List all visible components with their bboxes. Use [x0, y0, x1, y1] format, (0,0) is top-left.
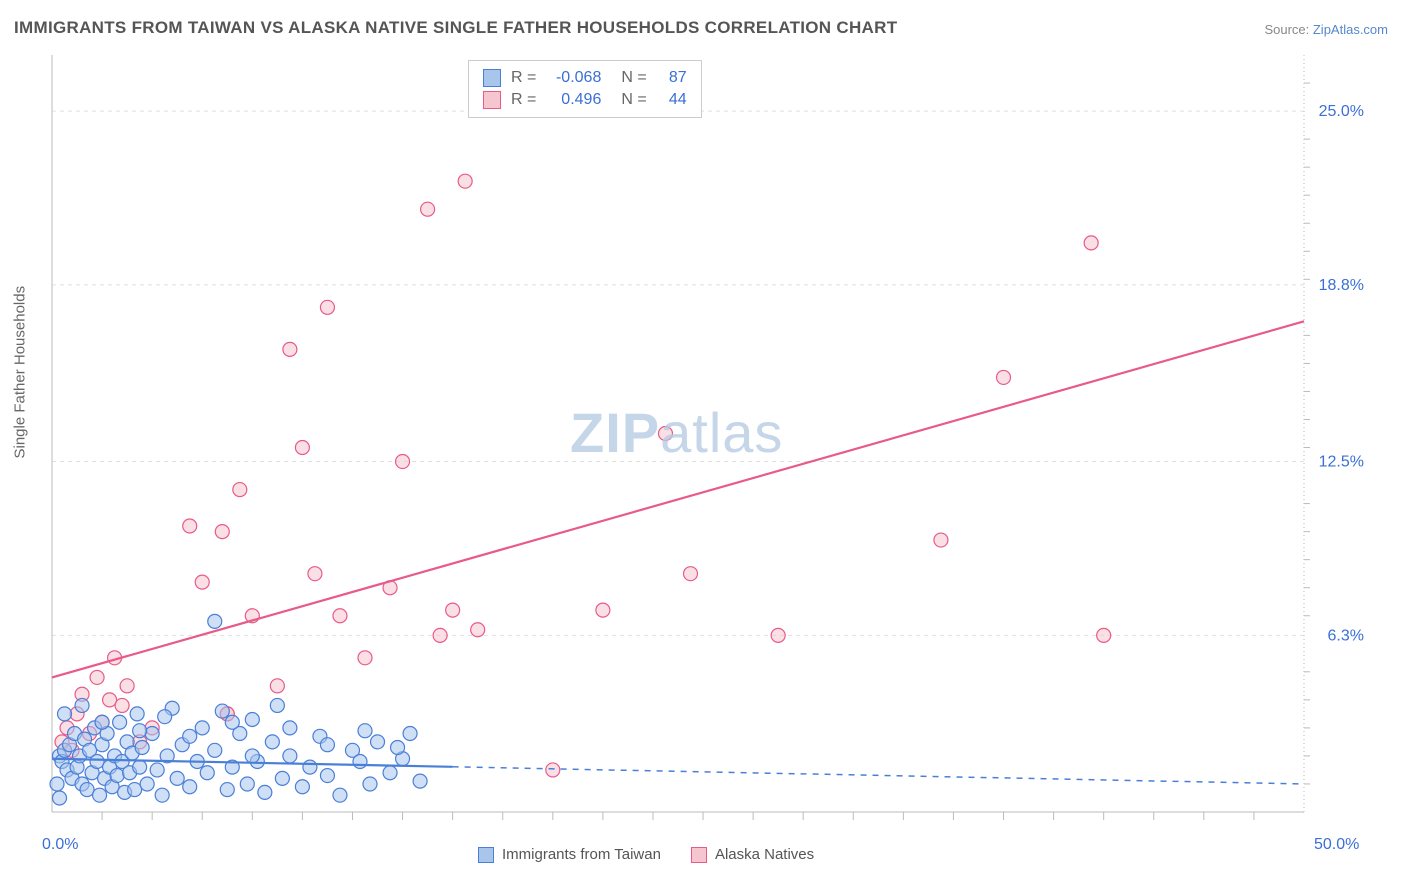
legend-row: R = 0.496 N = 44	[483, 89, 687, 111]
legend-r-label: R =	[511, 89, 536, 111]
legend-swatch-pink	[691, 847, 707, 863]
legend-row: R = -0.068 N = 87	[483, 67, 687, 89]
legend-swatch-blue	[478, 847, 494, 863]
legend-item: Alaska Natives	[691, 846, 814, 863]
legend-n-value: 44	[657, 89, 687, 111]
legend-n-label: N =	[621, 67, 646, 89]
legend-series-label: Alaska Natives	[715, 846, 814, 863]
legend-r-label: R =	[511, 67, 536, 89]
x-axis-min-label: 0.0%	[42, 836, 78, 854]
legend-n-value: 87	[657, 67, 687, 89]
legend-correlation-box: R = -0.068 N = 87 R = 0.496 N = 44	[468, 60, 702, 118]
svg-text:6.3%: 6.3%	[1328, 627, 1364, 644]
y-axis-label: Single Father Households	[12, 286, 29, 459]
svg-text:25.0%: 25.0%	[1319, 103, 1364, 120]
chart-container: IMMIGRANTS FROM TAIWAN VS ALASKA NATIVE …	[0, 0, 1406, 892]
x-axis-max-label: 50.0%	[1314, 836, 1359, 854]
legend-n-label: N =	[621, 89, 646, 111]
legend-r-value: 0.496	[546, 89, 601, 111]
legend-swatch-pink	[483, 91, 501, 109]
legend-item: Immigrants from Taiwan	[478, 846, 661, 863]
legend-swatch-blue	[483, 69, 501, 87]
legend-r-value: -0.068	[546, 67, 601, 89]
legend-series-label: Immigrants from Taiwan	[502, 846, 661, 863]
svg-text:12.5%: 12.5%	[1319, 454, 1364, 471]
legend-series: Immigrants from Taiwan Alaska Natives	[478, 846, 814, 863]
scatter-plot: 6.3% 12.5% 18.8% 25.0%	[0, 0, 1406, 892]
svg-text:18.8%: 18.8%	[1319, 277, 1364, 294]
